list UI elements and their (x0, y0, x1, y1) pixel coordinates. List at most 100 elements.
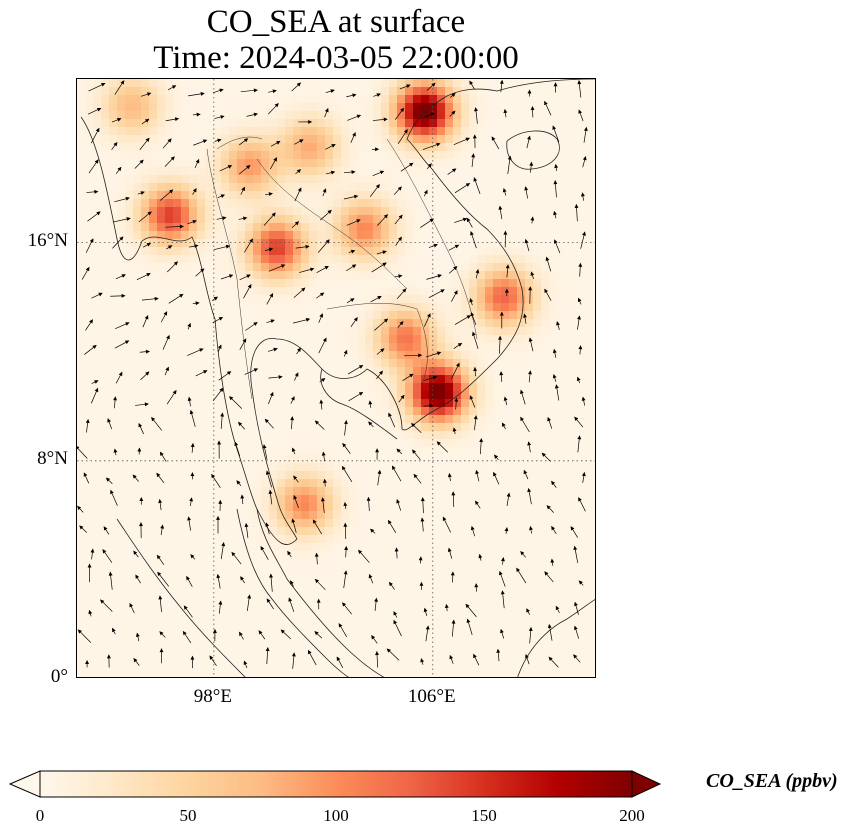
field-cell (221, 607, 230, 616)
field-cell (125, 415, 134, 424)
field-cell (269, 103, 278, 112)
field-cell (509, 367, 518, 376)
field-cell (533, 231, 542, 240)
field-cell (333, 359, 342, 368)
field-cell (501, 479, 510, 488)
field-cell (149, 511, 158, 520)
field-cell (309, 479, 318, 488)
field-cell (181, 311, 190, 320)
field-cell (253, 615, 262, 624)
field-cell (509, 215, 518, 224)
field-cell (501, 559, 510, 568)
field-cell (517, 319, 526, 328)
field-cell (525, 567, 534, 576)
field-cell (525, 463, 534, 472)
field-cell (205, 303, 214, 312)
field-cell (197, 215, 206, 224)
field-cell (125, 615, 134, 624)
field-cell (101, 447, 110, 456)
field-cell (77, 415, 86, 424)
field-cell (341, 199, 350, 208)
field-cell (85, 495, 94, 504)
field-cell (285, 479, 294, 488)
field-cell (101, 439, 110, 448)
field-cell (397, 391, 406, 400)
field-cell (301, 383, 310, 392)
field-cell (413, 655, 422, 664)
field-cell (453, 551, 462, 560)
field-cell (501, 575, 510, 584)
field-cell (149, 167, 158, 176)
field-cell (101, 375, 110, 384)
field-cell (357, 575, 366, 584)
field-cell (413, 583, 422, 592)
field-cell (269, 535, 278, 544)
field-cell (133, 167, 142, 176)
field-cell (349, 175, 358, 184)
field-cell (213, 271, 222, 280)
field-cell (261, 351, 270, 360)
field-cell (485, 519, 494, 528)
field-cell (389, 247, 398, 256)
field-cell (77, 407, 86, 416)
field-cell (541, 631, 550, 640)
field-cell (277, 535, 286, 544)
field-cell (189, 279, 198, 288)
field-cell (317, 231, 326, 240)
field-cell (197, 207, 206, 216)
field-cell (117, 223, 126, 232)
field-cell (317, 391, 326, 400)
field-cell (261, 215, 270, 224)
field-cell (469, 175, 478, 184)
field-cell (381, 255, 390, 264)
field-cell (253, 607, 262, 616)
field-cell (517, 159, 526, 168)
field-cell (133, 415, 142, 424)
field-cell (309, 223, 318, 232)
wind-vector (424, 112, 435, 118)
field-cell (157, 191, 166, 200)
field-cell (429, 319, 438, 328)
field-cell (245, 543, 254, 552)
field-cell (213, 543, 222, 552)
field-cell (589, 351, 595, 360)
field-cell (341, 239, 350, 248)
field-cell (389, 87, 398, 96)
field-cell (229, 391, 238, 400)
field-cell (381, 95, 390, 104)
wind-vector (491, 136, 500, 150)
field-cell (133, 519, 142, 528)
field-cell (341, 543, 350, 552)
field-cell (109, 583, 118, 592)
concentration-field (77, 79, 595, 677)
field-cell (277, 295, 286, 304)
field-cell (109, 399, 118, 408)
field-cell (557, 447, 566, 456)
field-cell (381, 343, 390, 352)
field-cell (285, 199, 294, 208)
field-cell (389, 255, 398, 264)
field-cell (181, 519, 190, 528)
field-cell (173, 655, 182, 664)
field-cell (213, 567, 222, 576)
field-cell (341, 583, 350, 592)
field-cell (413, 591, 422, 600)
field-cell (117, 583, 126, 592)
field-cell (445, 255, 454, 264)
field-cell (517, 303, 526, 312)
field-cell (293, 583, 302, 592)
field-cell (229, 215, 238, 224)
wind-vector (264, 192, 273, 197)
field-cell (173, 671, 182, 677)
wind-vector (298, 119, 313, 124)
field-cell (189, 623, 198, 632)
field-cell (565, 287, 574, 296)
field-cell (317, 591, 326, 600)
field-cell (381, 583, 390, 592)
field-cell (197, 519, 206, 528)
field-cell (221, 559, 230, 568)
field-cell (85, 207, 94, 216)
field-cell (149, 455, 158, 464)
field-cell (85, 95, 94, 104)
field-cell (269, 671, 278, 677)
